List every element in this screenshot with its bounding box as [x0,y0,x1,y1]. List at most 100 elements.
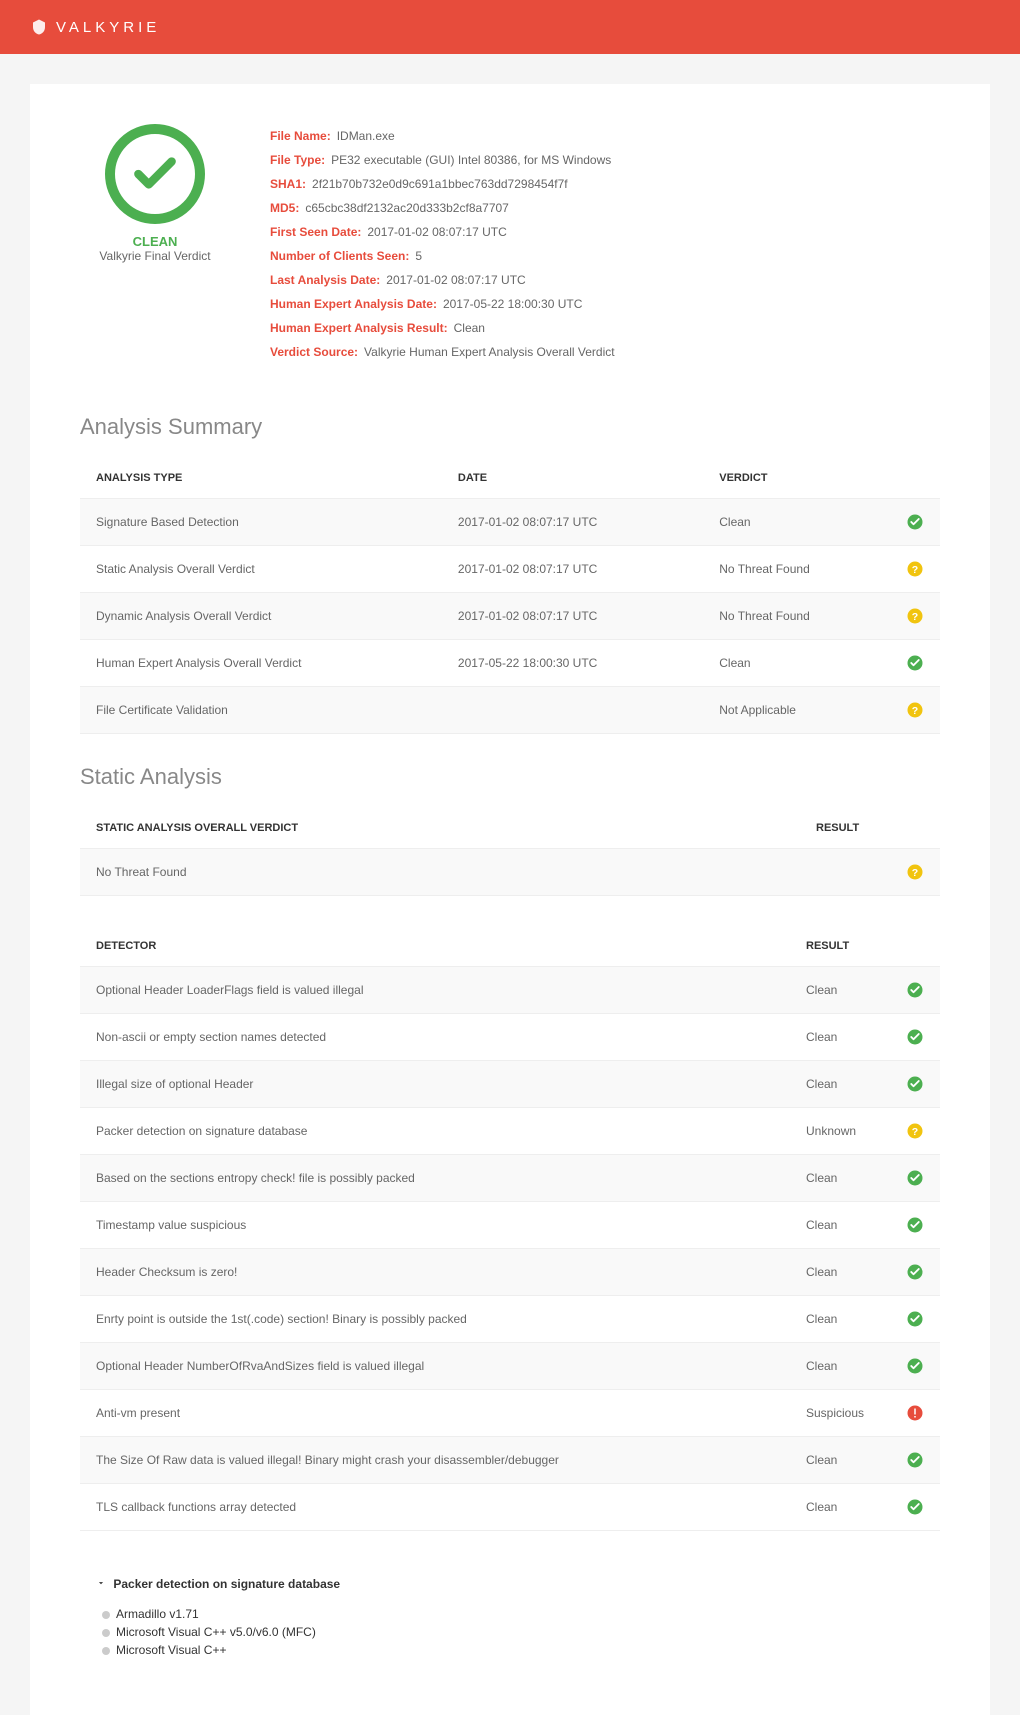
clean-status-icon [906,1498,924,1516]
clean-status-icon [906,513,924,531]
cell-detector: Timestamp value suspicious [80,1202,790,1249]
cell-icon [890,1390,940,1437]
clean-status-icon [906,1028,924,1046]
cell-type: Signature Based Detection [80,499,442,546]
table-row: Dynamic Analysis Overall Verdict2017-01-… [80,593,940,640]
file-field-value: 2017-05-22 18:00:30 UTC [443,297,582,311]
cell-icon [890,640,940,687]
file-field: Human Expert Analysis Date: 2017-05-22 18… [270,292,940,316]
col-verdict: VERDICT [703,458,890,499]
cell-date: 2017-01-02 08:07:17 UTC [442,546,703,593]
cell-detector: Packer detection on signature database [80,1108,790,1155]
cell-detector: The Size Of Raw data is valued illegal! … [80,1437,790,1484]
packer-toggle[interactable]: Packer detection on signature database [96,1577,924,1591]
file-field-label: Human Expert Analysis Result: [270,321,448,335]
cell-type: Human Expert Analysis Overall Verdict [80,640,442,687]
svg-text:?: ? [912,611,918,623]
cell-detector: Non-ascii or empty section names detecte… [80,1014,790,1061]
cell-result: Clean [790,967,890,1014]
cell-type: Static Analysis Overall Verdict [80,546,442,593]
cell-date: 2017-05-22 18:00:30 UTC [442,640,703,687]
packer-title-text: Packer detection on signature database [113,1577,340,1591]
table-row: No Threat Found ? [80,849,940,896]
cell-detector: Header Checksum is zero! [80,1249,790,1296]
cell-result: Suspicious [790,1390,890,1437]
brand-logo: VALKYRIE [30,18,990,36]
cell-icon [890,1202,940,1249]
analysis-summary-table: ANALYSIS TYPE DATE VERDICT Signature Bas… [80,458,940,734]
bullet-icon [100,1609,112,1621]
cell-icon [890,1343,940,1390]
col-icon [890,458,940,499]
cell-icon [890,1484,940,1531]
clean-status-icon [906,654,924,672]
col-analysis-type: ANALYSIS TYPE [80,458,442,499]
clean-status-icon [906,1263,924,1281]
table-row: Signature Based Detection2017-01-02 08:0… [80,499,940,546]
packer-section: Packer detection on signature database A… [80,1561,940,1675]
file-field-value: PE32 executable (GUI) Intel 80386, for M… [331,153,611,167]
brand-name: VALKYRIE [56,19,160,36]
cell-result: Unknown [790,1108,890,1155]
cell-icon [890,1437,940,1484]
header-bar: VALKYRIE [0,0,1020,54]
file-field: Verdict Source:Valkyrie Human Expert Ana… [270,340,940,364]
col-date: DATE [442,458,703,499]
file-field-value: 2017-01-02 08:07:17 UTC [367,225,506,239]
file-field-value: Valkyrie Human Expert Analysis Overall V… [364,345,615,359]
file-field-value: IDMan.exe [337,129,395,143]
table-row: Optional Header LoaderFlags field is val… [80,967,940,1014]
table-row: Timestamp value suspiciousClean [80,1202,940,1249]
cell-icon: ? [890,1108,940,1155]
svg-text:?: ? [912,705,918,717]
packer-item-text: Microsoft Visual C++ [116,1643,227,1657]
cell-icon [890,1249,940,1296]
cell-result: Clean [790,1014,890,1061]
cell-result: Clean [790,1249,890,1296]
detector-table: DETECTOR RESULT Optional Header LoaderFl… [80,926,940,1531]
cell-verdict: No Threat Found [703,546,890,593]
clean-status-icon [906,1169,924,1187]
clean-status-icon [906,1216,924,1234]
cell-detector: Anti-vm present [80,1390,790,1437]
file-field: Human Expert Analysis Result: Clean [270,316,940,340]
file-field: SHA1:2f21b70b732e0d9c691a1bbec763dd72984… [270,172,940,196]
col-detector: DETECTOR [80,926,790,967]
file-field-label: First Seen Date: [270,225,361,239]
file-field: File Name: IDMan.exe [270,124,940,148]
verdict-check-icon [130,149,180,199]
file-field-label: File Name: [270,129,331,143]
file-field: First Seen Date: 2017-01-02 08:07:17 UTC [270,220,940,244]
file-field: Last Analysis Date:2017-01-02 08:07:17 U… [270,268,940,292]
svg-text:?: ? [912,867,918,879]
cell-detector: TLS callback functions array detected [80,1484,790,1531]
file-field-label: SHA1: [270,177,306,191]
col-static-result: RESULT [800,808,940,849]
cell-type: File Certificate Validation [80,687,442,734]
static-overall-table: STATIC ANALYSIS OVERALL VERDICT RESULT N… [80,808,940,896]
clean-status-icon [906,981,924,999]
file-field-value: Clean [454,321,485,335]
cell-icon [890,1296,940,1343]
cell-detector: Enrty point is outside the 1st(.code) se… [80,1296,790,1343]
verdict-subtitle: Valkyrie Final Verdict [80,249,230,263]
file-field: MD5:c65cbc38df2132ac20d333b2cf8a7707 [270,196,940,220]
svg-text:?: ? [912,564,918,576]
list-item: Microsoft Visual C++ v5.0/v6.0 (MFC) [100,1623,924,1641]
svg-text:?: ? [912,1126,918,1138]
file-field-value: c65cbc38df2132ac20d333b2cf8a7707 [305,201,509,215]
cell-verdict: Clean [703,640,890,687]
clean-status-icon [906,1075,924,1093]
table-row: Illegal size of optional HeaderClean [80,1061,940,1108]
static-analysis-title: Static Analysis [80,764,940,790]
cell-icon [890,1014,940,1061]
verdict-status: CLEAN [80,234,230,249]
cell-verdict: Clean [703,499,890,546]
file-field-label: Human Expert Analysis Date: [270,297,437,311]
static-overall-label: No Threat Found [80,849,800,896]
unknown-status-icon: ? [906,607,924,625]
cell-detector: Optional Header LoaderFlags field is val… [80,967,790,1014]
static-overall-icon-cell: ? [800,849,940,896]
packer-list: Armadillo v1.71Microsoft Visual C++ v5.0… [96,1605,924,1659]
cell-verdict: Not Applicable [703,687,890,734]
